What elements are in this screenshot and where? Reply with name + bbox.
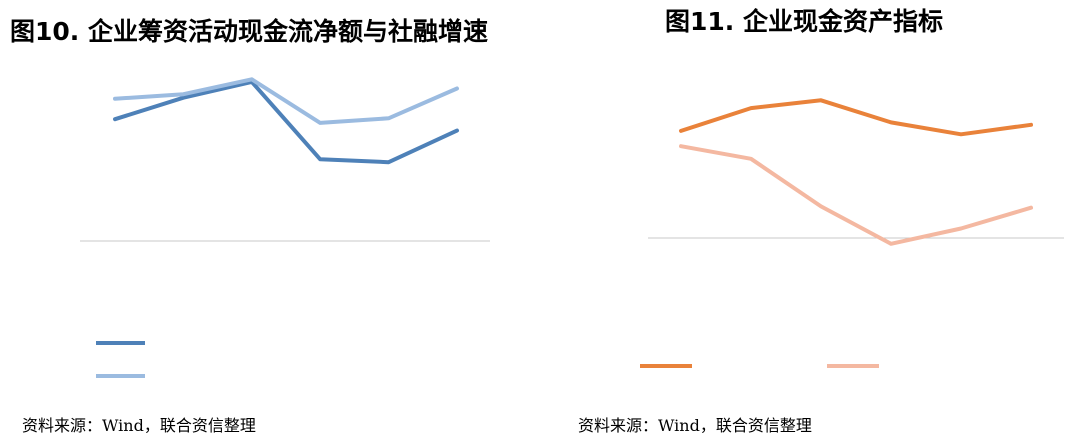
cash-ratio-line (679, 98, 1033, 137)
social-financing-growth-point (455, 86, 459, 91)
left-figure-source: 资料来源：Wind，联合资信整理 (22, 416, 256, 435)
cash-ratio-point (749, 106, 753, 110)
social-financing-growth-line (113, 77, 459, 125)
right-figure: 图11. 企业现金资产指标 资料来源：Wind，联合资信整理 (540, 0, 1080, 442)
financing-cash-flow-point (113, 117, 117, 121)
cash-ratio-point (959, 132, 963, 136)
cash-ratio-point (679, 129, 683, 133)
cash-ratio-point (1029, 123, 1033, 127)
cash-assets-yoy-line (679, 144, 1033, 246)
social-financing-growth-point (318, 121, 322, 125)
right-figure-title: 图11. 企业现金资产指标 (665, 7, 943, 36)
social-financing-growth-point (181, 92, 185, 96)
financing-cash-flow-point (318, 157, 322, 161)
cash-ratio-point (889, 120, 893, 124)
financing-cash-flow-point (455, 129, 459, 133)
left-chart (80, 77, 490, 378)
cash-assets-yoy-point (959, 226, 963, 231)
financing-cash-flow-point (387, 160, 391, 164)
social-financing-growth-point (113, 97, 117, 101)
cash-assets-yoy-point (1029, 206, 1033, 210)
financing-cash-flow-line (113, 79, 459, 165)
cash-ratio-point (819, 98, 823, 102)
social-financing-growth-point (387, 116, 391, 120)
left-figure: 图10. 企业筹资活动现金流净额与社融增速 资料来源：Wind，联合资信整理 (10, 17, 490, 435)
right-chart (640, 98, 1064, 368)
cash-assets-yoy-point (819, 204, 823, 208)
left-figure-title: 图10. 企业筹资活动现金流净额与社融增速 (10, 17, 488, 46)
cash-assets-yoy-point (889, 242, 893, 246)
financing-cash-flow-point (181, 96, 185, 100)
cash-assets-yoy-point (749, 157, 753, 161)
social-financing-growth-point (250, 77, 254, 81)
cash-assets-yoy-point (679, 144, 683, 148)
right-figure-source: 资料来源：Wind，联合资信整理 (578, 416, 812, 435)
